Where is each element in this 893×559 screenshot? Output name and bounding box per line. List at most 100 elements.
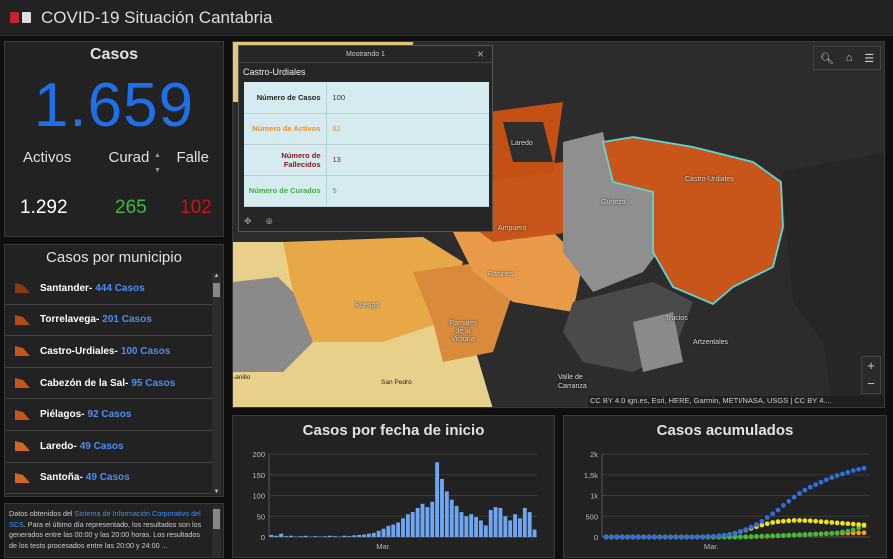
zoom-to-icon[interactable]: ⊕: [266, 216, 274, 227]
data-point: [641, 535, 646, 540]
data-point: [792, 533, 797, 538]
popup-value: 5: [326, 175, 489, 206]
bar: [304, 536, 308, 537]
municipio-name: Piélagos: [40, 409, 81, 420]
data-point: [722, 533, 727, 538]
list-item[interactable]: Santoña - 49 Casos: [5, 463, 213, 495]
bar: [391, 525, 395, 537]
data-point: [738, 535, 743, 540]
y-tick-label: 0: [594, 533, 598, 542]
table-row: Número de Curados 5: [244, 175, 489, 206]
bar: [416, 508, 420, 537]
data-point: [668, 535, 673, 540]
data-point: [792, 495, 797, 500]
cantabria-flag-icon: [10, 12, 19, 23]
data-point: [813, 532, 818, 537]
symbol-shape: [15, 315, 30, 325]
data-point: [835, 473, 840, 478]
search-icon[interactable]: 🔍︎: [820, 52, 834, 65]
y-tick-label: 150: [252, 471, 265, 480]
data-point: [776, 533, 781, 538]
data-point: [652, 535, 657, 540]
data-point: [738, 529, 743, 534]
bar: [284, 536, 288, 537]
map-attribution[interactable]: CC BY 4.0 ign.es, Esri, HERE, Garmin, ME…: [588, 396, 885, 408]
bar: [347, 536, 351, 537]
bar: [421, 504, 425, 537]
bar: [299, 536, 303, 537]
bar: [484, 525, 488, 537]
info-rest: . Para el último día representado, los r…: [9, 520, 201, 550]
home-icon[interactable]: ⌂: [846, 52, 853, 64]
map-label-anillo: -anillo: [233, 374, 250, 381]
info-scrollbar[interactable]: [212, 506, 221, 556]
popup-table: Número de Casos 100 Número de Activos 82…: [244, 82, 489, 207]
bar: [528, 512, 532, 537]
data-point: [759, 519, 764, 524]
close-icon[interactable]: ×: [477, 47, 484, 61]
scroll-down-icon[interactable]: ▼: [154, 167, 164, 174]
bar: [460, 512, 464, 537]
app-header: COVID-19 Situación Cantabria: [0, 0, 893, 36]
activos-label: Activos: [23, 149, 71, 166]
casos-scroll[interactable]: ▲ ▼: [154, 152, 164, 174]
list-item[interactable]: Cabezón de la Sal - 95 Casos: [5, 368, 213, 400]
list-icon[interactable]: ☰: [864, 52, 874, 65]
bar: [270, 535, 274, 537]
bar: [489, 510, 493, 537]
bar: [274, 536, 278, 537]
scrollbar-thumb[interactable]: [213, 283, 220, 297]
scroll-up-icon[interactable]: ▲: [154, 152, 164, 159]
map-toolbar: 🔍︎ ⌂ ☰: [813, 46, 881, 70]
data-point: [808, 485, 813, 490]
scrollbar-thumb[interactable]: [213, 509, 220, 529]
separator: -: [73, 441, 76, 452]
zoom-out-button[interactable]: −: [862, 375, 880, 393]
map-label-guriezo: Guriezo: [601, 199, 626, 206]
scroll-down-icon[interactable]: ▼: [212, 489, 221, 495]
list-item[interactable]: Castro-Urdiales - 100 Casos: [5, 336, 213, 368]
municipio-name: Santander: [40, 283, 89, 294]
data-point: [609, 535, 614, 540]
separator: -: [114, 346, 117, 357]
popup-key: Número de Activos: [244, 113, 326, 144]
data-point: [862, 466, 867, 471]
map-label-sanpedro: San Pedro: [381, 379, 412, 386]
data-point: [765, 521, 770, 526]
x-tick-label: Mar.: [376, 542, 391, 551]
zoom-control: + −: [861, 356, 881, 394]
pan-icon[interactable]: ✥: [244, 216, 252, 227]
map-panel[interactable]: Laredo Castro-Urdiales Guriezo Ampuero R…: [232, 41, 885, 408]
bar: [503, 516, 507, 537]
data-point: [625, 535, 630, 540]
municipios-list: Santander - 444 Casos Torrelavega - 201 …: [5, 273, 213, 494]
data-point: [743, 534, 748, 539]
symbol-shape: [15, 378, 30, 388]
municipios-panel: Casos por municipio Santander - 444 Caso…: [4, 244, 224, 497]
popup-value: 13: [326, 144, 489, 175]
list-item[interactable]: Piélagos - 92 Casos: [5, 399, 213, 431]
data-point: [700, 534, 705, 539]
data-point: [792, 518, 797, 523]
scroll-up-icon[interactable]: ▲: [212, 273, 221, 279]
list-item[interactable]: Santander - 444 Casos: [5, 273, 213, 305]
data-point: [749, 534, 754, 539]
zoom-in-button[interactable]: +: [862, 357, 880, 375]
info-panel: Datos obtenidos del Sistema de Informaci…: [4, 503, 224, 558]
symbol-shape: [15, 473, 30, 483]
data-point: [840, 472, 845, 477]
bar: [396, 522, 400, 537]
list-item[interactable]: Torrelavega - 201 Casos: [5, 305, 213, 337]
bar: [401, 518, 405, 537]
municipio-count: 444 Casos: [95, 283, 144, 294]
y-tick-label: 1k: [590, 492, 598, 501]
data-point: [824, 477, 829, 482]
list-item[interactable]: Laredo - 49 Casos: [5, 431, 213, 463]
data-point: [862, 523, 867, 528]
municipio-name: Castro-Urdiales: [40, 346, 114, 357]
municipios-scrollbar[interactable]: ▲ ▼: [212, 273, 221, 495]
y-tick-label: 2k: [590, 450, 598, 459]
